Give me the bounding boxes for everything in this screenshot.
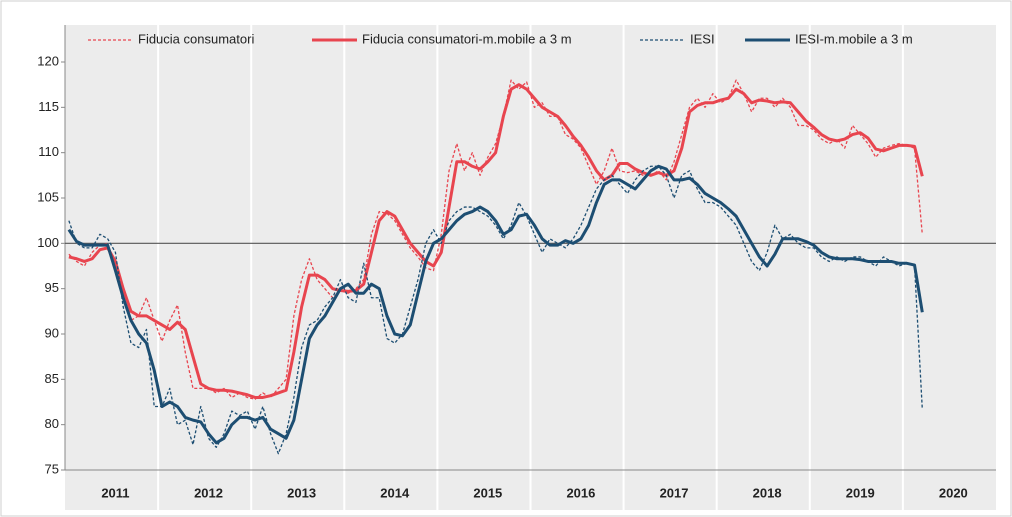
y-tick-label: 75 bbox=[45, 461, 59, 476]
y-tick-label: 110 bbox=[38, 144, 59, 159]
y-tick-label: 115 bbox=[38, 99, 59, 114]
y-tick-label: 85 bbox=[45, 371, 59, 386]
x-tick-label: 2015 bbox=[473, 485, 502, 500]
y-tick-label: 80 bbox=[45, 416, 59, 431]
legend-label: Fiducia consumatori-m.mobile a 3 m bbox=[362, 31, 572, 46]
y-tick-label: 100 bbox=[37, 235, 59, 250]
y-tick-label: 90 bbox=[45, 325, 59, 340]
series-line bbox=[67, 164, 924, 445]
x-tick-label: 2013 bbox=[287, 485, 316, 500]
x-tick-label: 2017 bbox=[660, 485, 689, 500]
x-tick-label: 2020 bbox=[939, 485, 968, 500]
x-tick-label: 2011 bbox=[101, 485, 129, 500]
x-tick-label: 2016 bbox=[566, 485, 595, 500]
y-tick-label: 120 bbox=[37, 53, 59, 68]
x-tick-label: 2014 bbox=[380, 485, 410, 500]
legend-label: Fiducia consumatori bbox=[138, 31, 254, 46]
x-tick-label: 2019 bbox=[846, 485, 875, 500]
y-tick-label: 95 bbox=[45, 280, 59, 295]
legend-label: IESI-m.mobile a 3 m bbox=[795, 31, 913, 46]
x-tick-label: 2018 bbox=[753, 485, 782, 500]
series-line bbox=[68, 83, 924, 399]
x-tick-label: 2012 bbox=[194, 485, 223, 500]
y-tick-label: 105 bbox=[37, 189, 59, 204]
legend-label: IESI bbox=[690, 31, 715, 46]
